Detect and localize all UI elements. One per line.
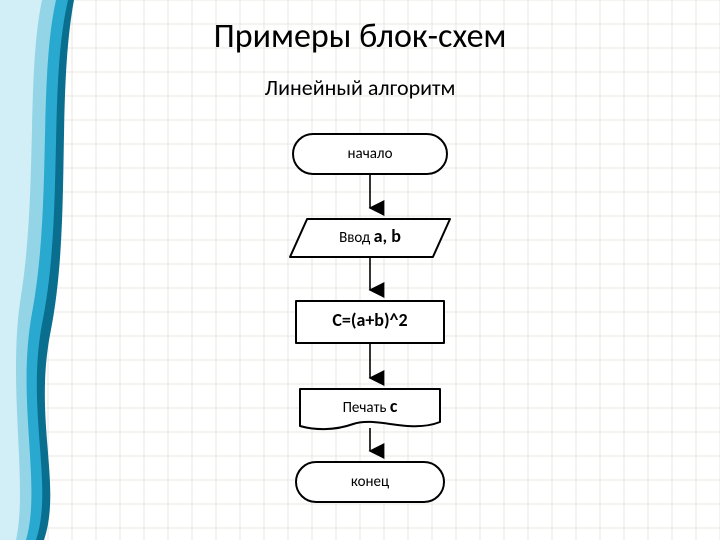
label-start: начало [348,145,393,163]
label-print: Печать с [343,395,398,417]
flowchart: начало Ввод a, b C=(a+b)^2 Печать с конец [0,0,720,540]
label-end: конец [351,473,389,491]
slide: Примеры блок-схем Линейный алгоритм нача… [0,0,720,540]
label-input: Ввод a, b [339,225,401,247]
label-calc: C=(a+b)^2 [332,309,407,331]
